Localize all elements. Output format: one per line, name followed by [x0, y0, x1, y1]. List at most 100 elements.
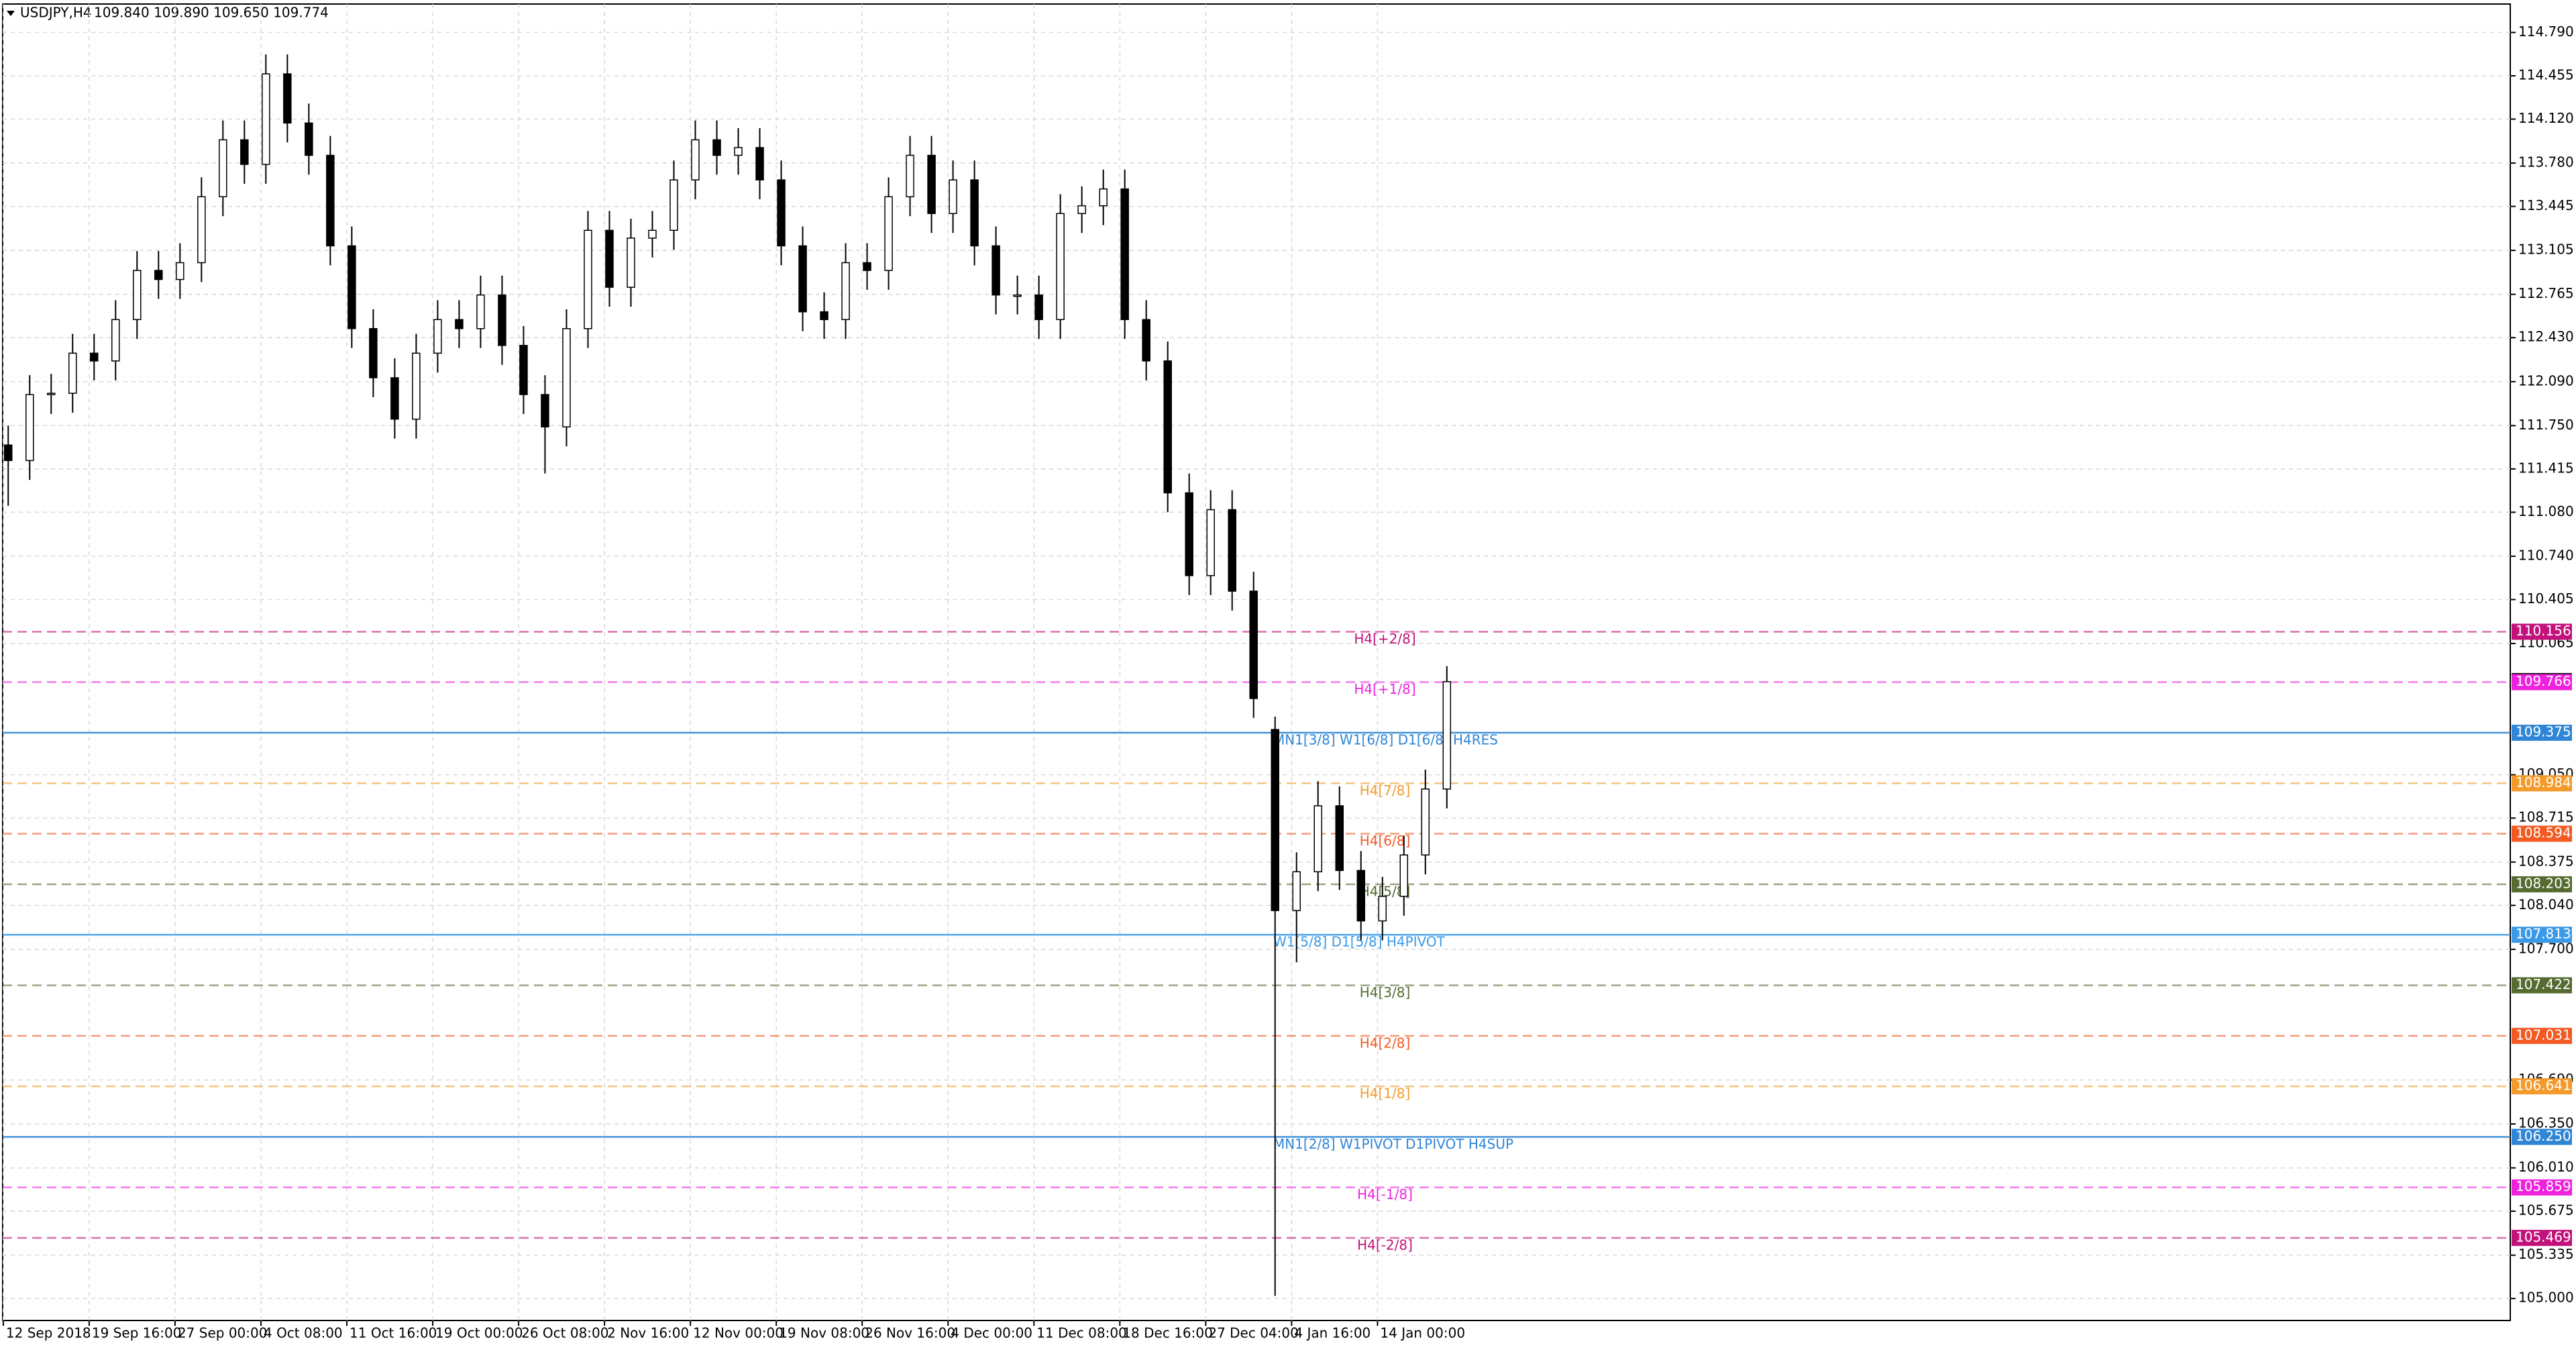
candle-body [412, 352, 421, 420]
price-tag-label: 109.766 [2516, 673, 2571, 689]
price-tag [2512, 1229, 2572, 1246]
candle-body [1313, 805, 1322, 872]
candle-body [949, 179, 957, 214]
candle-body [519, 345, 528, 395]
candle-body [326, 154, 335, 247]
candle-body [1142, 319, 1150, 362]
x-tick-label: 14 Jan 00:00 [1380, 1325, 1465, 1341]
level-label: MN1[3/8] W1[6/8] D1[6/8] H4RES [1273, 732, 1498, 748]
level-label: H4[3/8] [1360, 984, 1411, 1000]
candle-body [927, 154, 936, 214]
y-tick-label: 110.740 [2518, 547, 2574, 563]
candle-body [498, 294, 506, 346]
candle-body [863, 262, 871, 271]
x-tick-label: 12 Sep 2018 [6, 1325, 91, 1341]
candle-body [154, 270, 163, 280]
candle-body [669, 179, 678, 231]
candle-body [25, 394, 34, 462]
level-label: H4[6/8] [1360, 833, 1411, 849]
candle-body [1185, 492, 1193, 576]
y-tick-label: 114.790 [2518, 23, 2574, 40]
candle-body [648, 229, 657, 239]
y-tick-label: 111.415 [2518, 460, 2574, 476]
candle-body [605, 229, 614, 288]
menu-icon[interactable] [7, 11, 15, 16]
price-tag [2512, 876, 2572, 892]
candle-body [90, 352, 99, 362]
candle-body [3, 444, 13, 462]
x-tick-label: 11 Dec 08:00 [1036, 1325, 1127, 1341]
x-tick-label: 27 Sep 00:00 [178, 1325, 268, 1341]
x-tick-label: 19 Oct 00:00 [435, 1325, 523, 1341]
x-tick-label: 12 Nov 00:00 [693, 1325, 784, 1341]
candle-body [1013, 294, 1022, 297]
candle-body [712, 139, 721, 156]
x-tick-label: 11 Oct 16:00 [350, 1325, 437, 1341]
price-tag-label: 105.859 [2516, 1178, 2571, 1194]
candle-body [691, 139, 700, 180]
x-tick-label: 4 Oct 08:00 [264, 1325, 343, 1341]
candle-body [111, 319, 120, 362]
candle-body [476, 294, 485, 329]
x-tick-label: 4 Jan 16:00 [1294, 1325, 1371, 1341]
price-tag [2512, 623, 2572, 640]
level-label: H4[+2/8] [1354, 631, 1415, 647]
candle-body [734, 147, 743, 156]
candle-body [283, 73, 292, 124]
y-tick-label: 111.080 [2518, 503, 2574, 519]
x-tick-label: 4 Dec 00:00 [951, 1325, 1032, 1341]
candle-body [347, 245, 356, 329]
y-tick-label: 113.445 [2518, 197, 2574, 213]
x-tick-label: 2 Nov 16:00 [607, 1325, 689, 1341]
y-tick-label: 112.765 [2518, 285, 2574, 301]
price-tag [2512, 927, 2572, 943]
level-label: H4[-2/8] [1357, 1237, 1413, 1253]
y-tick-label: 105.335 [2518, 1246, 2574, 1262]
y-tick-label: 110.405 [2518, 590, 2574, 607]
price-tag [2512, 1179, 2572, 1196]
y-tick-label: 105.000 [2518, 1290, 2574, 1306]
candle-body [1163, 360, 1172, 494]
x-tick-label: 19 Nov 08:00 [779, 1325, 869, 1341]
price-tag [2512, 1027, 2572, 1044]
y-tick-label: 114.120 [2518, 110, 2574, 126]
candle-body [176, 262, 184, 280]
x-tick-label: 27 Dec 04:00 [1208, 1325, 1299, 1341]
candle-body [1442, 681, 1452, 790]
x-tick-label: 26 Oct 08:00 [521, 1325, 608, 1341]
candle-body [841, 262, 850, 321]
candle-body [133, 270, 142, 321]
candle-body [305, 122, 313, 156]
price-tag-label: 108.203 [2516, 875, 2571, 891]
y-tick-label: 108.040 [2518, 896, 2574, 913]
candle-body [777, 179, 786, 247]
price-tag [2512, 825, 2572, 842]
candle-body [798, 245, 807, 313]
candle-body [1120, 188, 1129, 321]
y-tick-label: 108.715 [2518, 809, 2574, 825]
x-tick-label: 18 Dec 16:00 [1122, 1325, 1213, 1341]
level-label: W1[5/8] D1[5/8] H4PIVOT [1273, 934, 1446, 950]
candle-body [1077, 205, 1086, 214]
candle-body [991, 245, 1000, 296]
level-label: H4[+1/8] [1354, 681, 1415, 697]
candle-body [1378, 896, 1387, 922]
price-tag-label: 105.469 [2516, 1229, 2571, 1245]
price-tag [2512, 674, 2572, 690]
candle-body [1399, 854, 1409, 897]
price-tag [2512, 725, 2572, 741]
price-tag [2512, 977, 2572, 994]
candle-body [262, 73, 270, 165]
candle-body [1228, 509, 1236, 592]
candle-body [455, 319, 464, 329]
candle-body [1249, 590, 1258, 699]
candle-body [1271, 729, 1279, 911]
candle-body [755, 147, 764, 180]
y-tick-label: 112.090 [2518, 372, 2574, 389]
candle-body [433, 319, 442, 354]
y-tick-label: 108.375 [2518, 853, 2574, 869]
y-tick-label: 111.750 [2518, 417, 2574, 433]
